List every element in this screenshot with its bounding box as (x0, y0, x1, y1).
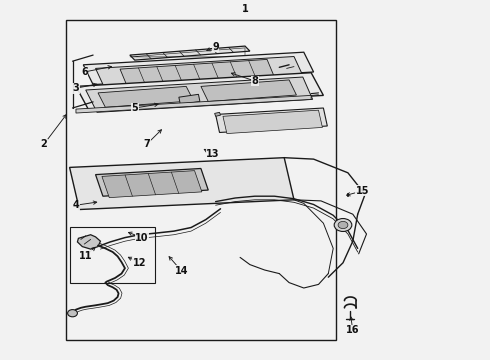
Polygon shape (70, 158, 294, 210)
Circle shape (338, 221, 348, 229)
Text: 1: 1 (242, 4, 248, 14)
Text: 6: 6 (81, 67, 88, 77)
Text: 11: 11 (79, 251, 93, 261)
Text: 14: 14 (174, 266, 188, 276)
Text: 3: 3 (73, 83, 79, 93)
Polygon shape (120, 59, 274, 87)
Bar (66, 20, 336, 340)
Circle shape (334, 219, 352, 231)
Text: 10: 10 (135, 233, 149, 243)
Text: 8: 8 (251, 76, 258, 86)
Polygon shape (216, 108, 327, 132)
Polygon shape (76, 95, 311, 113)
Text: 4: 4 (73, 200, 79, 210)
Circle shape (68, 310, 77, 317)
Polygon shape (86, 77, 313, 112)
Text: 5: 5 (131, 103, 138, 113)
Polygon shape (96, 57, 303, 87)
Polygon shape (102, 171, 202, 198)
Polygon shape (76, 73, 323, 109)
Polygon shape (96, 168, 208, 196)
Text: 13: 13 (206, 149, 220, 159)
Polygon shape (98, 86, 194, 107)
Bar (70, 227, 155, 283)
Text: 9: 9 (212, 42, 219, 52)
Polygon shape (77, 235, 100, 249)
Polygon shape (83, 52, 314, 85)
Text: 12: 12 (133, 258, 147, 268)
Text: 15: 15 (356, 186, 369, 196)
Polygon shape (179, 94, 200, 104)
Text: 16: 16 (346, 325, 360, 336)
Polygon shape (223, 110, 322, 134)
Polygon shape (201, 80, 296, 102)
Polygon shape (130, 46, 250, 60)
Text: 7: 7 (144, 139, 150, 149)
Text: 2: 2 (41, 139, 48, 149)
Polygon shape (215, 112, 220, 116)
